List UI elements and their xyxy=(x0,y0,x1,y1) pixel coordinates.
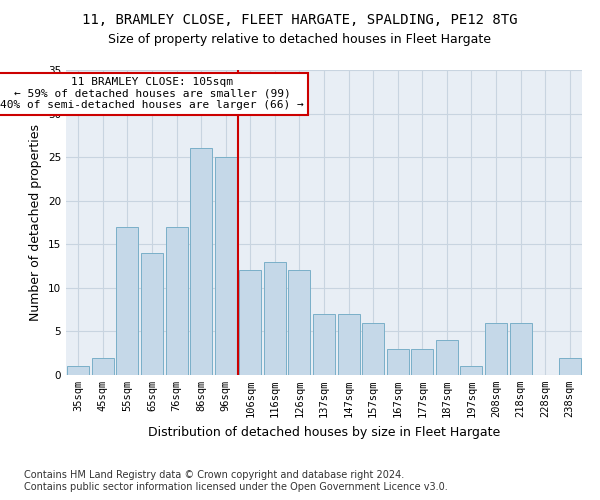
Bar xyxy=(436,340,458,375)
Bar xyxy=(190,148,212,375)
Bar xyxy=(338,314,359,375)
Text: Contains HM Land Registry data © Crown copyright and database right 2024.: Contains HM Land Registry data © Crown c… xyxy=(24,470,404,480)
Bar xyxy=(264,262,286,375)
Bar xyxy=(239,270,262,375)
Bar xyxy=(92,358,114,375)
X-axis label: Distribution of detached houses by size in Fleet Hargate: Distribution of detached houses by size … xyxy=(148,426,500,438)
Text: Contains public sector information licensed under the Open Government Licence v3: Contains public sector information licen… xyxy=(24,482,448,492)
Text: 11, BRAMLEY CLOSE, FLEET HARGATE, SPALDING, PE12 8TG: 11, BRAMLEY CLOSE, FLEET HARGATE, SPALDI… xyxy=(82,12,518,26)
Bar xyxy=(141,253,163,375)
Text: 11 BRAMLEY CLOSE: 105sqm
← 59% of detached houses are smaller (99)
40% of semi-d: 11 BRAMLEY CLOSE: 105sqm ← 59% of detach… xyxy=(0,77,304,110)
Bar xyxy=(485,322,507,375)
Bar xyxy=(559,358,581,375)
Bar xyxy=(509,322,532,375)
Bar xyxy=(313,314,335,375)
Text: Size of property relative to detached houses in Fleet Hargate: Size of property relative to detached ho… xyxy=(109,32,491,46)
Y-axis label: Number of detached properties: Number of detached properties xyxy=(29,124,43,321)
Bar xyxy=(411,349,433,375)
Bar xyxy=(460,366,482,375)
Bar xyxy=(67,366,89,375)
Bar xyxy=(289,270,310,375)
Bar xyxy=(116,227,139,375)
Bar xyxy=(386,349,409,375)
Bar xyxy=(362,322,384,375)
Bar xyxy=(215,157,237,375)
Bar xyxy=(166,227,188,375)
